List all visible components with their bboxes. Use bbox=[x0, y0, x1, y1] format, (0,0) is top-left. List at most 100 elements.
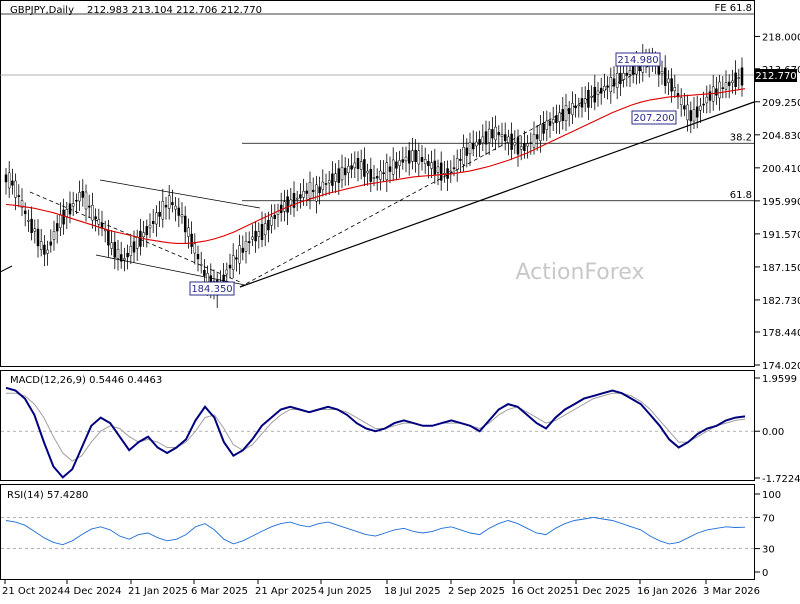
candle-body bbox=[487, 128, 491, 143]
candle-body bbox=[87, 205, 91, 208]
candle-body bbox=[628, 69, 632, 75]
candle-body bbox=[225, 269, 229, 275]
candle-body bbox=[599, 87, 603, 94]
candle-body bbox=[603, 86, 606, 92]
candle-body bbox=[395, 161, 398, 169]
candle-body bbox=[702, 103, 705, 106]
candle-body bbox=[683, 105, 686, 110]
price-annotation-label: 214.980 bbox=[617, 55, 658, 66]
candle-body bbox=[404, 156, 408, 162]
candle-body bbox=[17, 195, 21, 197]
candle-body bbox=[670, 78, 673, 92]
candle-body bbox=[446, 168, 449, 179]
candle-body bbox=[459, 158, 462, 161]
rsi-panel bbox=[0, 484, 755, 580]
candle-body bbox=[692, 109, 696, 122]
candle-body bbox=[555, 115, 558, 124]
rsi-tick-label: 100 bbox=[762, 490, 781, 501]
candle-body bbox=[385, 162, 389, 180]
rsi-line bbox=[5, 516, 746, 546]
macd-panel bbox=[0, 370, 755, 481]
candle-body bbox=[59, 214, 62, 228]
candle-body bbox=[510, 133, 513, 150]
candle-body bbox=[302, 190, 305, 198]
candle-body bbox=[164, 204, 168, 208]
date-tick-label: 3 Mar 2026 bbox=[703, 586, 760, 597]
candle-body bbox=[363, 159, 366, 177]
candle-body bbox=[203, 269, 206, 276]
candle-body bbox=[119, 254, 123, 262]
candle-body bbox=[353, 162, 357, 169]
candle-body bbox=[36, 228, 40, 247]
candle-body bbox=[580, 98, 584, 108]
candle-body bbox=[375, 176, 379, 179]
candle-body bbox=[667, 78, 670, 83]
candle-body bbox=[107, 229, 110, 246]
ohlc-readout: 212.983 213.104 212.706 212.770 bbox=[87, 5, 262, 16]
candle-body bbox=[721, 87, 725, 89]
candle-body bbox=[609, 76, 613, 93]
moving-average-line bbox=[5, 88, 746, 244]
candle-body bbox=[315, 184, 318, 202]
candle-body bbox=[292, 193, 296, 208]
candle-body bbox=[491, 129, 494, 139]
candle-body bbox=[23, 210, 27, 215]
candle-body bbox=[55, 223, 59, 232]
candle-body bbox=[235, 257, 238, 260]
candle-body bbox=[151, 220, 155, 224]
candle-body bbox=[116, 248, 120, 259]
candle-body bbox=[270, 216, 273, 226]
rsi-label: RSI(14) 57.4280 bbox=[7, 490, 88, 501]
candle-body bbox=[379, 170, 382, 180]
candle-body bbox=[740, 67, 744, 86]
candle-body bbox=[439, 162, 443, 181]
candle-body bbox=[350, 165, 353, 170]
candle-body bbox=[449, 170, 453, 173]
candle-body bbox=[254, 230, 257, 242]
candle-body bbox=[539, 124, 542, 142]
candle-body bbox=[11, 180, 14, 186]
candle-body bbox=[516, 137, 520, 155]
candle-body bbox=[660, 71, 664, 75]
price-tick-label: 195.990 bbox=[762, 197, 800, 208]
fib-label: 61.8 bbox=[730, 190, 752, 201]
chart-title: GBPJPY,Daily bbox=[10, 5, 74, 16]
price-annotation-label: 207.200 bbox=[633, 113, 674, 124]
candle-body bbox=[324, 183, 328, 185]
candle-body bbox=[391, 159, 395, 175]
candle-body bbox=[587, 89, 590, 108]
candle-body bbox=[327, 180, 331, 184]
candle-body bbox=[321, 181, 325, 190]
candle-body bbox=[129, 245, 133, 257]
candle-body bbox=[500, 134, 504, 137]
candle-body bbox=[43, 244, 46, 255]
candle-body bbox=[583, 98, 587, 104]
candle-body bbox=[708, 91, 712, 101]
date-tick-label: 4 Dec 2024 bbox=[64, 586, 122, 597]
candle-body bbox=[347, 165, 350, 174]
candle-body bbox=[436, 166, 440, 173]
candle-body bbox=[174, 205, 177, 210]
fib-label: 38.2 bbox=[730, 132, 752, 143]
rsi-tick-label: 0 bbox=[762, 568, 768, 579]
candle-body bbox=[731, 80, 734, 83]
channel-upper bbox=[99, 179, 261, 209]
date-tick-label: 2 Sep 2025 bbox=[448, 586, 505, 597]
macd-tick-label: -1.7224 bbox=[762, 474, 800, 485]
candle-body bbox=[679, 97, 683, 105]
candle-body bbox=[417, 150, 421, 165]
candle-body bbox=[20, 200, 24, 208]
candle-body bbox=[334, 173, 337, 182]
candle-body bbox=[724, 82, 728, 90]
candle-body bbox=[542, 123, 545, 134]
macd-label: MACD(12,26,9) 0.5446 0.4463 bbox=[10, 375, 162, 386]
candle-body bbox=[126, 252, 129, 258]
candle-body bbox=[689, 110, 693, 122]
candle-body bbox=[94, 216, 97, 220]
date-tick-label: 21 Oct 2024 bbox=[2, 586, 64, 597]
candle-body bbox=[673, 87, 677, 92]
watermark: ActionForex bbox=[516, 260, 645, 285]
candle-body bbox=[295, 197, 299, 200]
candle-body bbox=[187, 227, 190, 237]
